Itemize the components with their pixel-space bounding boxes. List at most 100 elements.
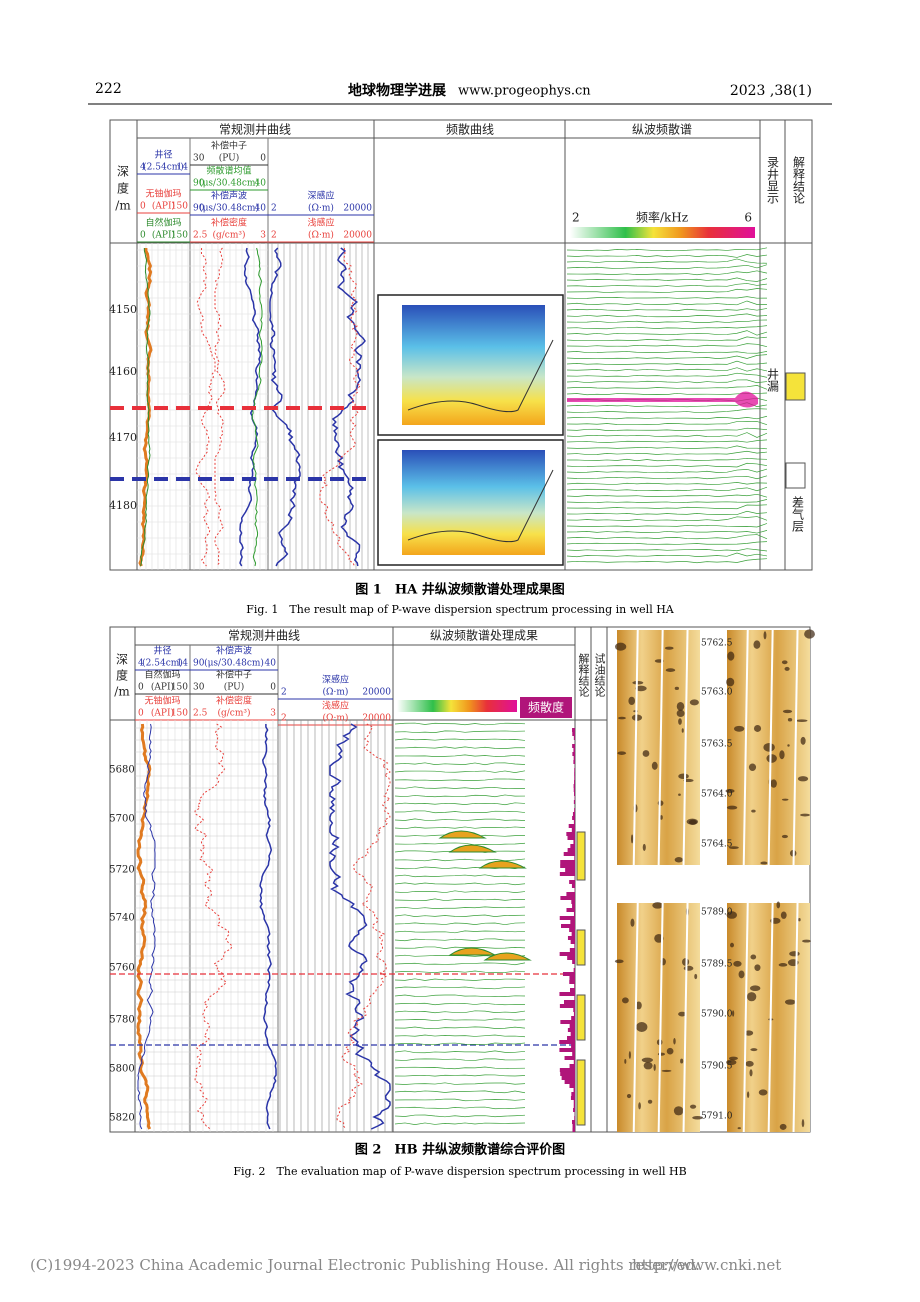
spectrum-trace bbox=[566, 296, 768, 299]
spectrum-trace bbox=[566, 343, 768, 348]
core-texture bbox=[749, 985, 761, 992]
label: 补偿声波 bbox=[216, 645, 252, 657]
log-curve bbox=[138, 247, 153, 567]
core-texture bbox=[674, 857, 684, 863]
label: 0 bbox=[140, 231, 146, 241]
label: (PU) bbox=[224, 682, 245, 693]
label: /m bbox=[115, 199, 131, 213]
spectrum-trace bbox=[394, 994, 526, 998]
core-texture bbox=[795, 719, 808, 722]
conclusion-block bbox=[576, 994, 586, 1041]
core-texture bbox=[802, 939, 811, 943]
spectrum-trace bbox=[394, 938, 526, 942]
label: 5764.5 bbox=[701, 840, 733, 850]
dispersion-image bbox=[402, 450, 545, 555]
label: 深 bbox=[117, 165, 129, 179]
dispersion-degree bbox=[569, 976, 575, 980]
core-texture bbox=[801, 1119, 805, 1128]
spectrum-trace bbox=[394, 778, 526, 782]
dispersion-degree bbox=[560, 860, 575, 864]
spectrum-trace bbox=[566, 270, 768, 276]
log-curve bbox=[194, 723, 233, 1130]
label: (g/cm³) bbox=[218, 708, 251, 719]
spectrum-trace bbox=[394, 842, 526, 846]
color-bar bbox=[570, 227, 755, 238]
spectrum-trace bbox=[566, 523, 768, 528]
spectrum-trace bbox=[394, 1082, 526, 1085]
label: 试油结论 bbox=[593, 653, 606, 697]
core-texture bbox=[797, 776, 809, 782]
spectrum-anomaly bbox=[483, 952, 532, 961]
core-texture bbox=[653, 1063, 656, 1071]
core-texture bbox=[779, 750, 785, 760]
core-line bbox=[742, 902, 749, 1133]
label: (2.54cm) bbox=[143, 162, 184, 173]
spectrum-trace bbox=[394, 1034, 526, 1038]
core-texture bbox=[615, 642, 627, 651]
core-texture bbox=[642, 750, 650, 757]
label: 无铀伽玛 bbox=[144, 695, 180, 707]
core-texture bbox=[630, 918, 635, 927]
label: 14 bbox=[177, 163, 189, 173]
dispersion-degree bbox=[559, 1040, 575, 1044]
label: 补偿中子 bbox=[216, 669, 252, 681]
dispersion-degree bbox=[569, 1024, 575, 1028]
dispersion-degree bbox=[568, 824, 575, 828]
dispersion-degree bbox=[573, 788, 575, 792]
label: 补偿声波 bbox=[211, 190, 247, 202]
label: 自然伽玛 bbox=[145, 217, 181, 229]
dispersion-trace bbox=[407, 339, 554, 413]
label: 150 bbox=[171, 709, 188, 719]
spectrum-trace bbox=[394, 970, 526, 974]
dispersion-degree bbox=[573, 1012, 575, 1016]
core-texture bbox=[673, 1106, 684, 1116]
label: (API) bbox=[151, 682, 174, 693]
dispersion-degree bbox=[574, 1116, 575, 1120]
dispersion-degree bbox=[573, 1060, 575, 1064]
core-texture bbox=[780, 911, 787, 919]
label: 录井显示 bbox=[766, 156, 780, 204]
core-texture bbox=[643, 1061, 653, 1070]
spectrum-trace bbox=[566, 408, 768, 414]
dispersion-degree bbox=[570, 1096, 575, 1100]
label: 5700 bbox=[109, 814, 134, 825]
log-curve bbox=[319, 247, 362, 567]
label: 6 bbox=[744, 211, 752, 225]
dispersion-degree bbox=[570, 920, 575, 924]
label: (API) bbox=[152, 201, 175, 212]
label: 4170 bbox=[109, 431, 137, 444]
label: 深感应 bbox=[322, 674, 349, 686]
spectrum-trace bbox=[394, 922, 526, 926]
label: 4 bbox=[140, 163, 146, 173]
label: 0 bbox=[260, 154, 266, 164]
spectrum-trace bbox=[394, 1098, 526, 1102]
dispersion-degree bbox=[571, 932, 575, 936]
spectrum-trace bbox=[394, 946, 526, 949]
core-line bbox=[682, 629, 689, 866]
dispersion-degree bbox=[572, 1128, 575, 1132]
label: 90 bbox=[193, 659, 205, 669]
dispersion-degree bbox=[574, 780, 575, 784]
core-texture bbox=[614, 959, 624, 964]
core-texture bbox=[628, 1051, 631, 1059]
label: 150 bbox=[171, 202, 188, 212]
spectrum-trace bbox=[394, 898, 526, 902]
spectrum-trace bbox=[566, 330, 768, 336]
spectrum-trace bbox=[394, 1106, 526, 1110]
color-bar bbox=[397, 700, 517, 712]
core-texture bbox=[753, 724, 762, 732]
label: 浅感应 bbox=[322, 700, 349, 712]
spectrum-trace bbox=[566, 354, 768, 359]
label: 无铀伽玛 bbox=[145, 188, 181, 200]
dispersion-degree bbox=[573, 820, 575, 824]
dispersion-degree bbox=[559, 1004, 575, 1008]
label: 5820 bbox=[109, 1113, 134, 1124]
issue: 2023 ,38(1) bbox=[730, 83, 812, 99]
core-texture bbox=[664, 646, 674, 650]
core-texture bbox=[726, 911, 738, 919]
label: 5780 bbox=[109, 1015, 134, 1026]
spectrum-trace bbox=[566, 258, 768, 264]
spectrum-trace bbox=[394, 722, 526, 726]
dispersion-degree bbox=[571, 884, 575, 888]
dispersion-degree bbox=[569, 928, 575, 932]
